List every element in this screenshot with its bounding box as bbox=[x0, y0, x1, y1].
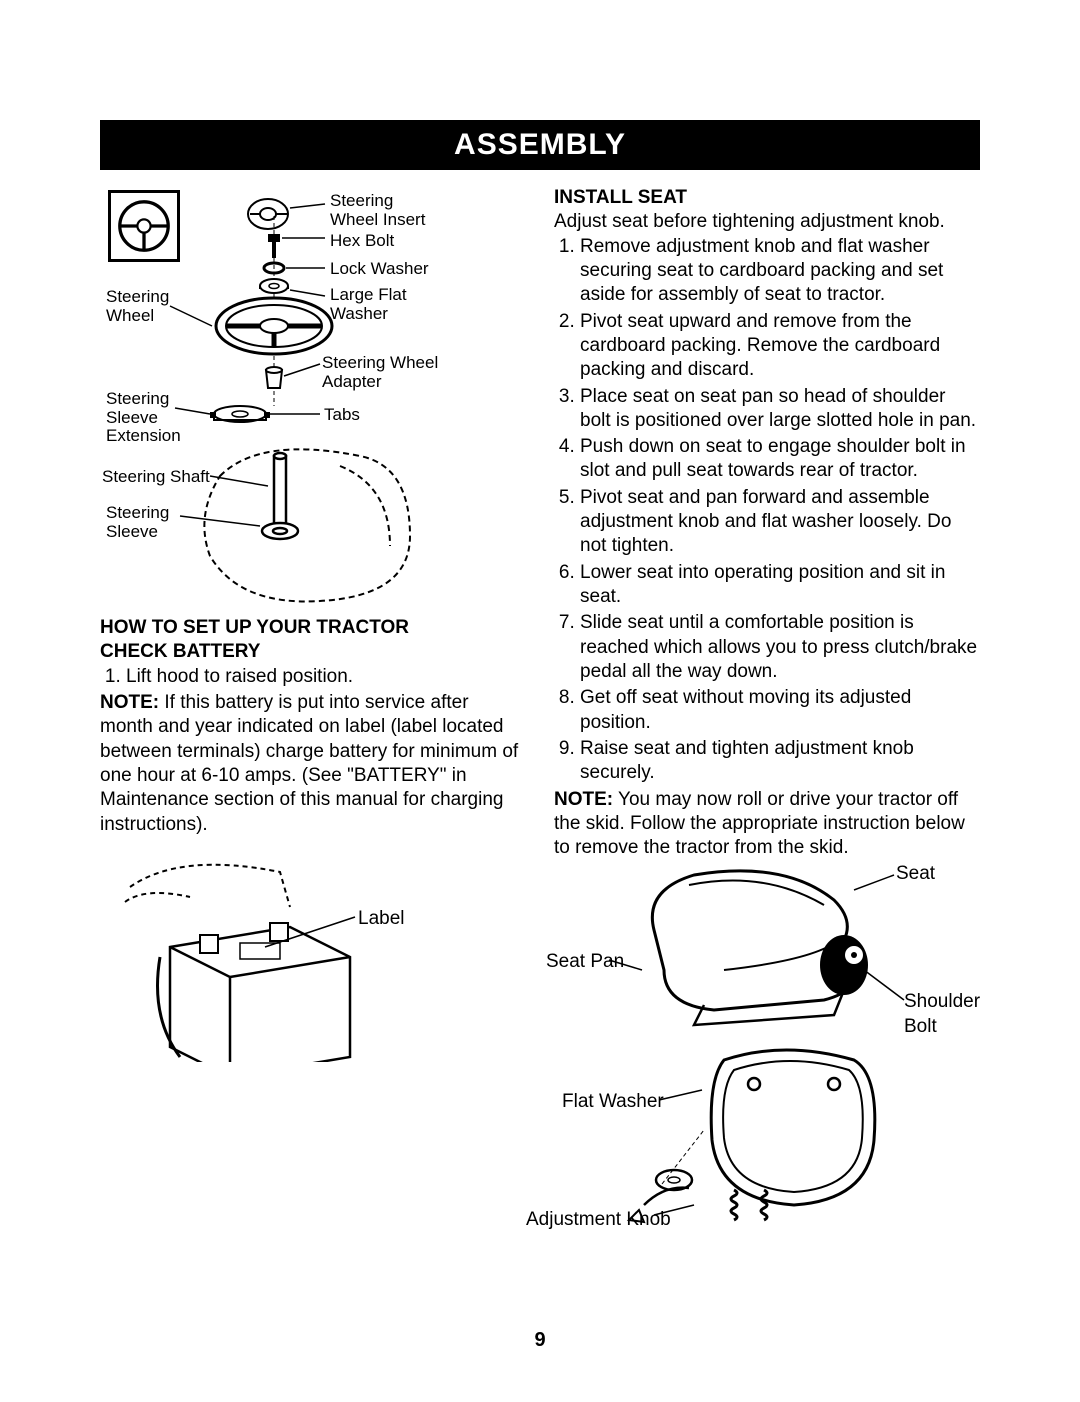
seat-step-7: Slide seat until a comfortable position … bbox=[580, 611, 980, 684]
seat-diagram: Seat Seat Pan Shoulder Bolt Flat Washer … bbox=[554, 860, 980, 1230]
label-large-flat-washer: Large Flat Washer bbox=[330, 286, 407, 323]
heading-install-seat: INSTALL SEAT bbox=[554, 186, 980, 210]
label-steering-wheel-adapter: Steering Wheel Adapter bbox=[322, 354, 438, 391]
two-column-layout: Steering Wheel Insert Hex Bolt Lock Wash… bbox=[100, 186, 980, 1230]
seat-step-9: Raise seat and tighten adjustment knob s… bbox=[580, 737, 980, 786]
seat-step-5: Pivot seat and pan forward and assemble … bbox=[580, 486, 980, 559]
heading-setup-tractor: HOW TO SET UP YOUR TRACTOR bbox=[100, 616, 526, 640]
section-banner: ASSEMBLY bbox=[100, 120, 980, 170]
label-steering-sleeve: Steering Sleeve bbox=[106, 504, 169, 541]
battery-step-1: Lift hood to raised position. bbox=[126, 665, 526, 689]
left-column: Steering Wheel Insert Hex Bolt Lock Wash… bbox=[100, 186, 526, 1230]
battery-diagram: Label bbox=[100, 847, 526, 1062]
label-lock-washer: Lock Washer bbox=[330, 260, 429, 279]
label-hex-bolt: Hex Bolt bbox=[330, 232, 394, 251]
seat-step-2: Pivot seat upward and remove from the ca… bbox=[580, 310, 980, 383]
label-seat-pan: Seat Pan bbox=[546, 950, 624, 974]
battery-svg bbox=[100, 847, 520, 1062]
label-tabs: Tabs bbox=[324, 406, 360, 425]
seat-step-6: Lower seat into operating position and s… bbox=[580, 561, 980, 610]
note-text: If this battery is put into service afte… bbox=[100, 692, 518, 835]
steering-diagram: Steering Wheel Insert Hex Bolt Lock Wash… bbox=[100, 186, 526, 616]
page-number: 9 bbox=[0, 1329, 1080, 1352]
install-seat-steps: Remove adjustment knob and flat washer s… bbox=[554, 235, 980, 786]
label-flat-washer: Flat Washer bbox=[562, 1090, 664, 1114]
seat-svg bbox=[554, 860, 974, 1230]
label-battery-label: Label bbox=[358, 907, 405, 931]
install-seat-intro: Adjust seat before tightening adjustment… bbox=[554, 210, 980, 234]
note-label: NOTE: bbox=[100, 692, 159, 713]
heading-check-battery: CHECK BATTERY bbox=[100, 640, 526, 664]
seat-note-text: You may now roll or drive your tractor o… bbox=[554, 789, 965, 859]
label-steering-wheel: Steering Wheel bbox=[106, 288, 169, 325]
seat-step-3: Place seat on seat pan so head of should… bbox=[580, 385, 980, 434]
label-adjustment-knob: Adjustment Knob bbox=[526, 1208, 671, 1232]
seat-step-1: Remove adjustment knob and flat washer s… bbox=[580, 235, 980, 308]
label-steering-wheel-insert: Steering Wheel Insert bbox=[330, 192, 425, 229]
label-steering-sleeve-ext: Steering Sleeve Extension bbox=[106, 390, 181, 446]
seat-step-4: Push down on seat to engage shoulder bol… bbox=[580, 435, 980, 484]
label-shoulder-bolt: Shoulder Bolt bbox=[904, 990, 980, 1039]
label-seat: Seat bbox=[896, 862, 935, 886]
right-column: INSTALL SEAT Adjust seat before tighteni… bbox=[554, 186, 980, 1230]
seat-step-8: Get off seat without moving its adjusted… bbox=[580, 686, 980, 735]
battery-note: NOTE: If this battery is put into servic… bbox=[100, 691, 526, 837]
battery-steps: Lift hood to raised position. bbox=[100, 665, 526, 689]
label-steering-shaft: Steering Shaft bbox=[102, 468, 210, 487]
seat-note-label: NOTE: bbox=[554, 789, 613, 810]
seat-note: NOTE: You may now roll or drive your tra… bbox=[554, 788, 980, 861]
